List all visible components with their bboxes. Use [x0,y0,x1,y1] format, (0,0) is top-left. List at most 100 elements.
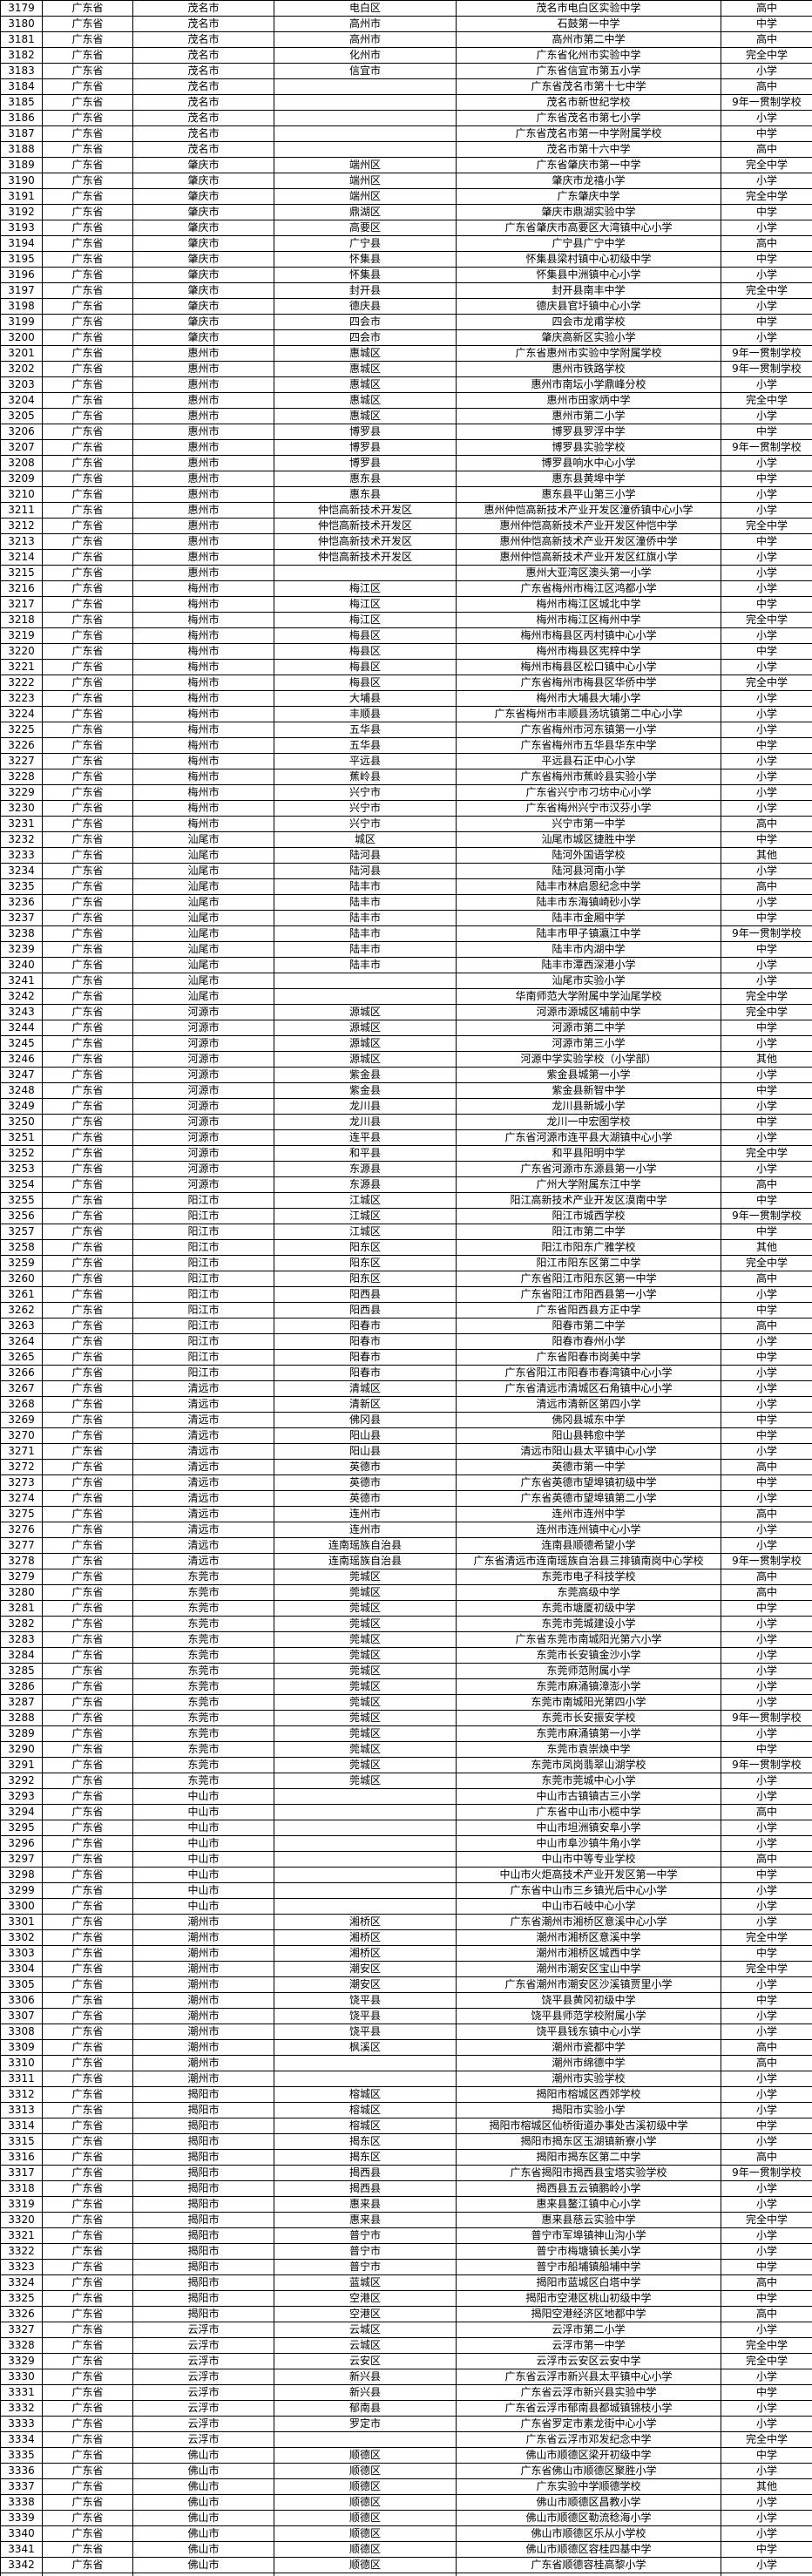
cell-district: 博罗县 [274,439,457,456]
cell-district: 陆丰市 [274,878,457,895]
cell-province: 广东省 [42,1459,133,1475]
cell-province: 广东省 [42,596,133,613]
cell-city: 汕尾市 [132,925,274,942]
cell-district: 德庆县 [274,298,457,315]
cell-district: 饶平县 [274,1992,457,2009]
cell-school_name: 陆丰市东海镇崎砂小学 [456,894,721,911]
table-row: 3179 广东省 茂名市 电白区 茂名市电白区实验中学 高中 [0,0,812,17]
cell-city: 河源市 [132,1145,274,1162]
table-row: 3188 广东省 茂名市 茂名市第十六中学 高中 [0,141,812,158]
cell-school_type: 小学 [721,1380,812,1397]
cell-city: 河源市 [132,1129,274,1146]
cell-province: 广东省 [42,376,133,393]
table-row: 3192 广东省 肇庆市 鼎湖区 肇庆市鼎湖实验中学 中学 [0,204,812,220]
cell-province: 广东省 [42,1569,133,1585]
table-row: 3238 广东省 汕尾市 陆丰市 陆丰市甲子镇瀛江中学 9年一贯制学校 [0,925,812,942]
cell-index: 3320 [0,2212,43,2228]
cell-district: 阳东区 [274,1255,457,1271]
cell-district: 罗定市 [274,2416,457,2432]
cell-index: 3237 [0,910,43,926]
cell-school_name: 广东省茂名市第一中学附属学校 [456,125,721,142]
cell-school_type: 小学 [721,2024,812,2040]
cell-district [274,2431,457,2448]
cell-province: 广东省 [42,1474,133,1491]
cell-school_name: 云浮市第一中学 [456,2337,721,2354]
cell-school_name: 广东省清远市清城区石角镇中心小学 [456,1380,721,1397]
cell-school_name: 广东省阳春市岗美中学 [456,1349,721,1366]
cell-city: 清远市 [132,1443,274,1460]
cell-city: 阳江市 [132,1192,274,1209]
table-row: 3331 广东省 云浮市 新兴县 广东省云浮市新兴县实验中学 中学 [0,2384,812,2401]
table-row: 3286 广东省 东莞市 莞城区 东莞市麻涌镇漳澎小学 小学 [0,1678,812,1695]
table-row: 3236 广东省 汕尾市 陆丰市 陆丰市东海镇崎砂小学 小学 [0,894,812,911]
cell-city: 潮州市 [132,1976,274,1993]
cell-district: 源城区 [274,1035,457,1052]
cell-district: 顺德区 [274,2478,457,2495]
cell-school_name: 广东省佛山市顺德区聚胜小学 [456,2463,721,2479]
cell-district: 陆丰市 [274,910,457,926]
table-row: 3303 广东省 潮州市 湘桥区 潮州市湘桥区城西中学 中学 [0,1945,812,1962]
cell-city: 东莞市 [132,1757,274,1773]
cell-district [274,1898,457,1915]
cell-school_type: 中学 [721,16,812,32]
cell-district [274,565,457,581]
cell-index: 3340 [0,2525,43,2542]
cell-province: 广东省 [42,314,133,330]
cell-province: 广东省 [42,2008,133,2024]
cell-province: 广东省 [42,1898,133,1915]
cell-province: 广东省 [42,627,133,644]
cell-school_type: 小学 [721,1663,812,1679]
table-row: 3310 广东省 潮州市 潮州市绵德中学 高中 [0,2055,812,2071]
cell-city: 佛山市 [132,2494,274,2511]
table-row: 3202 广东省 惠州市 惠城区 惠州市铁路学校 9年一贯制学校 [0,361,812,377]
cell-province: 广东省 [42,2369,133,2385]
cell-school_type: 中学 [721,1082,812,1099]
cell-city: 东莞市 [132,1616,274,1632]
cell-school_name: 肇庆市龙禧小学 [456,173,721,189]
cell-district: 揭西县 [274,2180,457,2197]
cell-index: 3245 [0,1035,43,1052]
cell-school_type: 小学 [721,1537,812,1554]
cell-city: 清远市 [132,1490,274,1507]
cell-district: 兴宁市 [274,816,457,832]
cell-school_name: 东莞市麻涌镇漳澎小学 [456,1678,721,1695]
cell-city: 汕尾市 [132,957,274,973]
cell-school_name: 高州市第二中学 [456,31,721,48]
cell-school_name: 汕尾市城区捷胜中学 [456,831,721,848]
cell-province: 广东省 [42,1239,133,1256]
cell-city: 茂名市 [132,47,274,64]
cell-city: 惠州市 [132,502,274,519]
cell-school_type: 中学 [721,1741,812,1758]
cell-province: 广东省 [42,78,133,95]
cell-school_name: 广东省清远市连南瑶族自治县三排镇南岗中心学校 [456,1553,721,1569]
cell-city: 清远市 [132,1459,274,1475]
cell-school_name: 惠东县平山第三小学 [456,486,721,503]
cell-city: 潮州市 [132,2071,274,2087]
cell-city: 惠州市 [132,565,274,581]
cell-school_name: 中山市中等专业学校 [456,1851,721,1868]
cell-school_name: 东莞师范附属小学 [456,1663,721,1679]
cell-city [132,2573,274,2576]
cell-city: 中山市 [132,1898,274,1915]
cell-index: 3327 [0,2322,43,2338]
cell-district: 封开县 [274,282,457,299]
cell-school_type: 小学 [721,2494,812,2511]
cell-school_type: 小学 [721,486,812,503]
cell-province: 广东省 [42,2353,133,2369]
cell-district: 英德市 [274,1474,457,1491]
cell-district: 佛冈县 [274,1412,457,1428]
cell-school_type: 小学 [721,2071,812,2087]
cell-school_name: 惠州仲恺高新技术产业开发区仲恺中学 [456,518,721,534]
cell-index: 3199 [0,314,43,330]
cell-school_name: 广东省云浮市新兴县太平镇中心小学 [456,2369,721,2385]
cell-index: 3342 [0,2557,43,2573]
cell-index: 3330 [0,2369,43,2385]
cell-district: 揭东区 [274,2149,457,2166]
cell-province: 广东省 [42,816,133,832]
cell-province: 广东省 [42,565,133,581]
cell-province: 广东省 [42,329,133,346]
table-row: 3215 广东省 惠州市 惠州大亚湾区澳头第一小学 小学 [0,565,812,581]
cell-district: 城区 [274,831,457,848]
table-row: 3342 广东省 佛山市 顺德区 广东省顺德容桂高黎小学 小学 [0,2557,812,2573]
cell-school_name: 广东省阳西县方正中学 [456,1302,721,1319]
